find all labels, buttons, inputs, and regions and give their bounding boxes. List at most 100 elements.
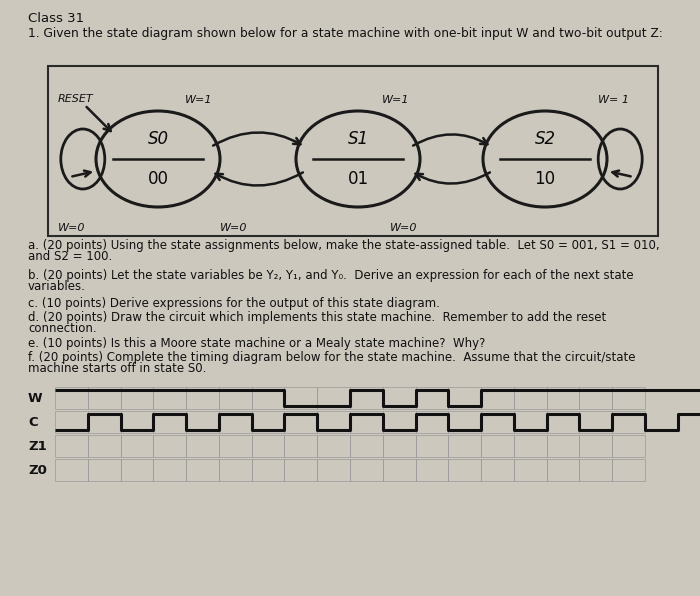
Text: b. (20 points) Let the state variables be Y₂, Y₁, and Y₀.  Derive an expression : b. (20 points) Let the state variables b… (28, 269, 634, 283)
Bar (284, 459, 317, 481)
Bar (88, 435, 120, 457)
Bar (55, 411, 88, 433)
Text: variables.: variables. (28, 281, 86, 293)
Bar (120, 435, 153, 457)
Bar (547, 387, 580, 409)
Bar (350, 435, 383, 457)
Bar (383, 459, 416, 481)
Bar (284, 387, 317, 409)
Bar (317, 459, 350, 481)
Bar (481, 387, 514, 409)
Bar (219, 411, 252, 433)
Bar (252, 459, 284, 481)
Bar (120, 411, 153, 433)
Bar (481, 435, 514, 457)
Bar (383, 387, 416, 409)
Bar (514, 387, 547, 409)
Text: W= 1: W= 1 (598, 95, 629, 105)
Bar (48, 66, 658, 236)
Bar (284, 411, 317, 433)
Bar (514, 459, 547, 481)
Bar (547, 459, 580, 481)
Text: e. (10 points) Is this a Moore state machine or a Mealy state machine?  Why?: e. (10 points) Is this a Moore state mac… (28, 337, 485, 350)
Bar (383, 411, 416, 433)
Bar (416, 387, 448, 409)
Text: S1: S1 (347, 130, 369, 148)
Text: machine starts off in state S0.: machine starts off in state S0. (28, 362, 206, 375)
Bar (580, 387, 612, 409)
Bar (350, 411, 383, 433)
Bar (153, 387, 186, 409)
Text: S0: S0 (148, 130, 169, 148)
Bar (55, 435, 88, 457)
Text: W: W (28, 392, 43, 405)
Text: Z1: Z1 (28, 439, 47, 452)
Bar (120, 459, 153, 481)
Text: f. (20 points) Complete the timing diagram below for the state machine.  Assume : f. (20 points) Complete the timing diagr… (28, 352, 636, 365)
Text: d. (20 points) Draw the circuit which implements this state machine.  Remember t: d. (20 points) Draw the circuit which im… (28, 312, 606, 324)
Text: 01: 01 (347, 170, 369, 188)
Text: W=0: W=0 (390, 223, 417, 233)
Bar (481, 459, 514, 481)
Bar (219, 459, 252, 481)
Text: W=0: W=0 (220, 223, 248, 233)
Bar (252, 435, 284, 457)
Bar (186, 411, 219, 433)
Bar (88, 387, 120, 409)
Text: a. (20 points) Using the state assignments below, make the state-assigned table.: a. (20 points) Using the state assignmen… (28, 240, 659, 253)
Bar (416, 459, 448, 481)
Bar (580, 411, 612, 433)
Bar (219, 387, 252, 409)
Bar (153, 459, 186, 481)
Bar (55, 387, 88, 409)
Bar (317, 411, 350, 433)
Text: and S2 = 100.: and S2 = 100. (28, 250, 112, 263)
Bar (514, 435, 547, 457)
Bar (350, 459, 383, 481)
Text: 10: 10 (534, 170, 556, 188)
Bar (186, 459, 219, 481)
Bar (153, 435, 186, 457)
Bar (448, 411, 481, 433)
Bar (317, 387, 350, 409)
Bar (547, 435, 580, 457)
Ellipse shape (483, 111, 607, 207)
Bar (416, 435, 448, 457)
Bar (350, 387, 383, 409)
Bar (284, 435, 317, 457)
Bar (448, 459, 481, 481)
Bar (612, 411, 645, 433)
Bar (416, 411, 448, 433)
Bar (383, 435, 416, 457)
Bar (481, 411, 514, 433)
Bar (580, 435, 612, 457)
Bar (612, 387, 645, 409)
Bar (55, 459, 88, 481)
Text: 00: 00 (148, 170, 169, 188)
Bar (252, 387, 284, 409)
Text: W=1: W=1 (185, 95, 213, 105)
Bar (153, 411, 186, 433)
Ellipse shape (296, 111, 420, 207)
Bar (120, 387, 153, 409)
Text: RESET: RESET (58, 94, 94, 104)
Ellipse shape (96, 111, 220, 207)
Text: Class 31: Class 31 (28, 11, 84, 24)
Bar (448, 435, 481, 457)
Text: connection.: connection. (28, 322, 97, 336)
Bar (448, 387, 481, 409)
Text: Z0: Z0 (28, 464, 47, 476)
Text: W=0: W=0 (58, 223, 85, 233)
Bar (612, 435, 645, 457)
Bar (252, 411, 284, 433)
Bar (547, 411, 580, 433)
Bar (317, 435, 350, 457)
Bar (186, 387, 219, 409)
Bar (88, 411, 120, 433)
Text: S2: S2 (534, 130, 556, 148)
Bar (612, 459, 645, 481)
Bar (88, 459, 120, 481)
Bar (219, 435, 252, 457)
Bar (514, 411, 547, 433)
Text: C: C (28, 415, 38, 429)
